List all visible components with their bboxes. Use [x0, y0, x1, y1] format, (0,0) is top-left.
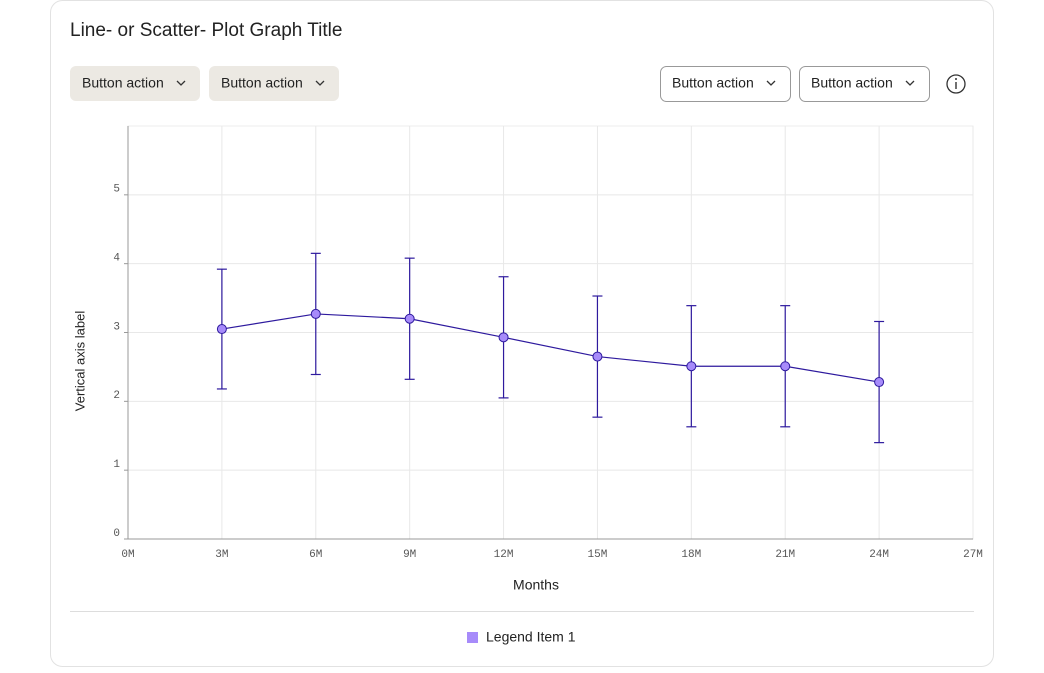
info-dot — [955, 78, 957, 80]
y-tick-label: 3 — [113, 321, 120, 333]
point — [216, 324, 227, 335]
button[interactable]: Button action — [209, 66, 339, 101]
x-tick-label: 18M — [681, 549, 701, 561]
y-tick-label: 5 — [113, 184, 120, 196]
y-axis-label: Vertical axis label — [72, 311, 87, 412]
x-tick-label: 12M — [494, 549, 514, 561]
chevron — [766, 80, 776, 86]
x-tick-label: 27M — [963, 549, 983, 561]
chevron — [315, 80, 325, 86]
x-tick-label: 15M — [588, 549, 608, 561]
x-tick-label: 24M — [869, 549, 889, 561]
button-label: Button action — [82, 75, 164, 91]
point — [780, 361, 791, 372]
button[interactable]: Button action — [660, 66, 791, 102]
button[interactable]: Button action — [70, 66, 200, 101]
chevron — [905, 80, 915, 86]
y-tick-label: 2 — [113, 390, 120, 402]
point — [874, 377, 885, 388]
info-icon[interactable] — [946, 74, 966, 94]
x-tick-label: 6M — [309, 549, 322, 561]
button-bg — [660, 66, 791, 102]
x-axis-label: Months — [513, 577, 559, 593]
series-line — [221, 313, 880, 383]
button-bg — [70, 66, 200, 101]
x-tick-label: 0M — [121, 549, 134, 561]
button-bg — [799, 66, 930, 102]
button-bg — [209, 66, 339, 101]
info-circle — [946, 74, 966, 94]
legend-label: Legend Item 1 — [486, 629, 576, 645]
y-tick-label: 0 — [113, 528, 120, 540]
point — [310, 308, 321, 319]
chart-title: Line- or Scatter- Plot Graph Title — [70, 20, 342, 41]
button-label: Button action — [672, 75, 754, 91]
point — [592, 351, 603, 362]
x-tick-label: 3M — [215, 549, 228, 561]
button[interactable]: Button action — [799, 66, 930, 102]
point — [686, 361, 697, 372]
card — [50, 0, 994, 667]
button-label: Button action — [221, 75, 303, 91]
y-tick-label: 4 — [113, 253, 120, 265]
point — [404, 313, 415, 324]
y-tick-label: 1 — [113, 459, 120, 471]
x-tick-label: 21M — [775, 549, 795, 561]
chevron — [176, 80, 186, 86]
point — [498, 332, 509, 343]
button-label: Button action — [811, 75, 893, 91]
legend-swatch — [467, 632, 478, 643]
x-tick-label: 9M — [403, 549, 416, 561]
